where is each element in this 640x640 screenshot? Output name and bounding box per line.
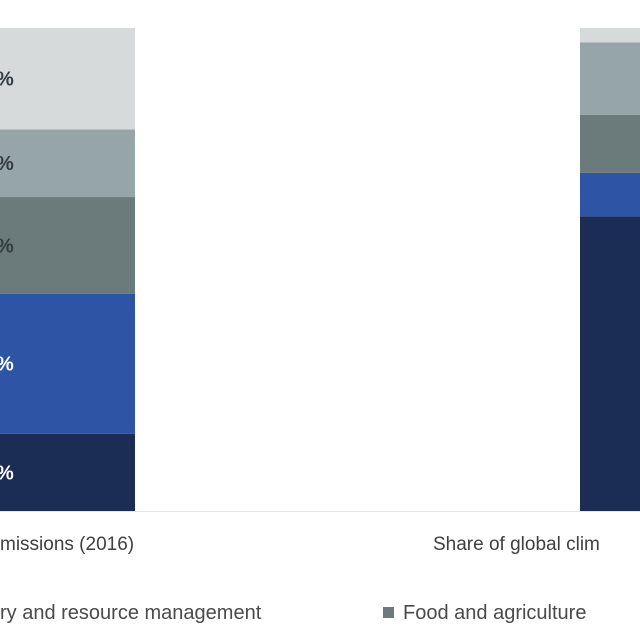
bar-segment	[0, 433, 135, 511]
bar-segment	[580, 172, 640, 217]
legend-label: ry and resource management	[0, 602, 262, 624]
bar-segment	[580, 42, 640, 115]
x-label-left: missions (2016)	[0, 534, 135, 555]
bar-segment	[580, 28, 640, 43]
segment-label: %	[0, 235, 14, 257]
legend-label: Food and agriculture	[403, 602, 587, 624]
segment-label: %	[0, 153, 14, 175]
bar-segment	[580, 216, 640, 511]
x-label-right: Share of global clim	[433, 534, 600, 555]
bar-segment	[0, 28, 135, 130]
segment-label: %	[0, 69, 14, 91]
legend-swatch	[383, 607, 394, 618]
bar-segment	[0, 129, 135, 198]
bar-segment	[0, 293, 135, 434]
segment-label: %	[0, 462, 14, 484]
bar-segment	[580, 114, 640, 173]
legend-item-food-agriculture: Food and agriculture	[383, 602, 586, 625]
segment-label: %	[0, 354, 14, 376]
bar-segment	[0, 197, 135, 294]
legend-item-forestry: ry and resource management	[0, 602, 261, 625]
